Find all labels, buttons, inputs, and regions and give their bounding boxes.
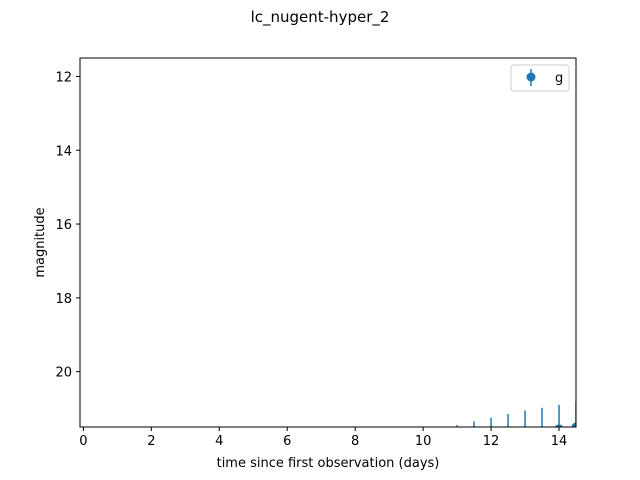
legend-entry-g: g [555,71,563,86]
data-point [539,426,545,427]
y-axis-ticks: 12 14 16 18 20 [55,70,80,381]
chart-title: lc_nugent-hyper_2 [251,8,390,27]
x-tick-label: 10 [415,434,432,449]
x-tick-label: 8 [351,434,359,449]
y-tick-label: 16 [55,218,72,233]
legend: g [510,64,570,92]
data-point [504,430,513,439]
legend-marker-swatch [526,72,536,82]
legend-box [510,64,570,92]
data-point [521,428,530,437]
x-tick-label: 4 [215,434,223,449]
y-tick-label: 18 [55,292,72,307]
y-tick-label: 12 [55,70,72,85]
data-point [571,422,576,427]
x-tick-label: 0 [79,434,87,449]
y-tick-label: 20 [55,366,72,381]
y-tick-label: 14 [55,144,72,159]
x-tick-label: 2 [147,434,155,449]
x-tick-label: 14 [551,434,568,449]
data-point [554,424,564,427]
x-axis-label: time since first observation (days) [217,456,440,471]
x-tick-label: 6 [283,434,291,449]
plot-area [79,57,577,444]
data-point [470,434,479,443]
data-point [453,435,462,444]
y-axis-label: magnitude [33,207,48,277]
x-axis-ticks: 0 2 4 6 8 10 12 14 [79,427,567,449]
plot-frame [79,57,577,428]
data-marks [453,401,576,444]
x-tick-label: 12 [483,434,500,449]
plot-background [80,58,576,427]
